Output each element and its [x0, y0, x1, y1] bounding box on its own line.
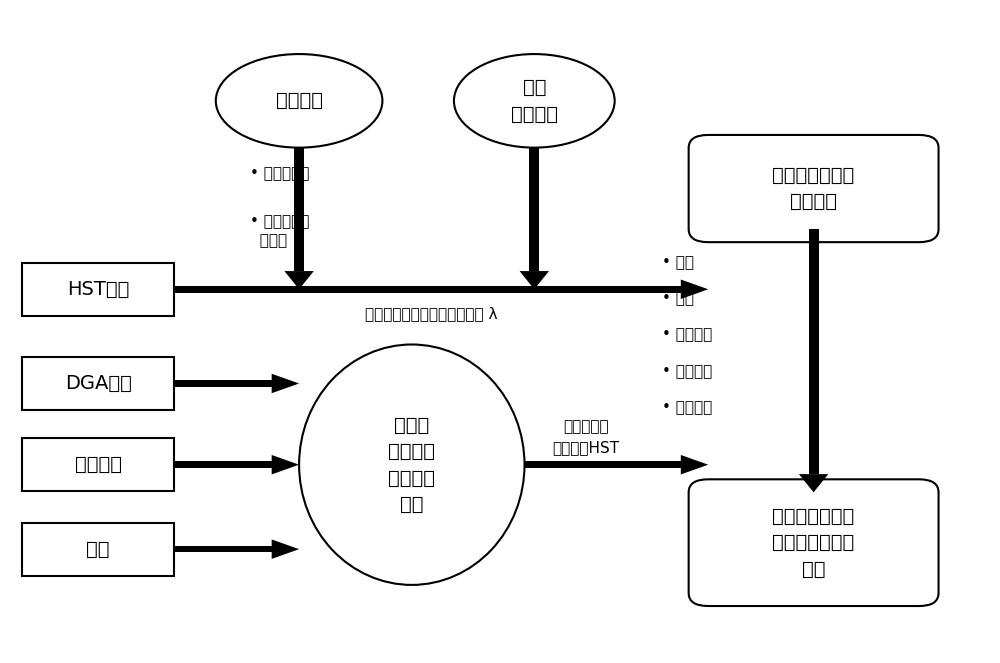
Text: • 阿列纽斯反
  应定理: • 阿列纽斯反 应定理 [250, 215, 309, 248]
Text: 最终经动态修正
后的可靠性评估
模型: 最终经动态修正 后的可靠性评估 模型 [772, 507, 855, 579]
Text: 数学工具: 数学工具 [276, 91, 323, 110]
Polygon shape [272, 455, 299, 475]
Polygon shape [174, 381, 272, 387]
Text: DGA数据: DGA数据 [65, 374, 132, 393]
Polygon shape [809, 229, 818, 474]
Bar [22, 357, 174, 410]
Text: • 健康: • 健康 [662, 255, 694, 270]
Text: • 严重故障: • 严重故障 [662, 400, 712, 416]
Text: • 中度故障: • 中度故障 [662, 364, 712, 379]
Bar [22, 522, 174, 575]
Polygon shape [174, 461, 272, 468]
Polygon shape [520, 271, 549, 289]
Polygon shape [284, 271, 314, 289]
Text: 家族故障: 家族故障 [75, 455, 122, 474]
Text: 检修: 检修 [86, 540, 110, 559]
Polygon shape [529, 148, 539, 271]
Text: • 威布尔分布: • 威布尔分布 [250, 166, 309, 181]
Text: 第二过程：
动态修正HST: 第二过程： 动态修正HST [553, 419, 620, 455]
Text: 原始基础可靠性
评估模型: 原始基础可靠性 评估模型 [772, 166, 855, 211]
Text: 第一过程：确定变压器故障率 λ: 第一过程：确定变压器故障率 λ [365, 306, 498, 322]
Polygon shape [294, 148, 304, 271]
Text: • 轻度故障: • 轻度故障 [662, 328, 712, 343]
Bar [22, 438, 174, 491]
Polygon shape [174, 286, 681, 292]
Text: 灰色理
论：加权
灰靶理论
原理: 灰色理 论：加权 灰靶理论 原理 [388, 416, 435, 514]
Text: HST温度: HST温度 [67, 280, 129, 299]
Polygon shape [524, 461, 681, 468]
Polygon shape [799, 474, 828, 493]
Polygon shape [174, 546, 272, 552]
Polygon shape [681, 455, 708, 475]
Bar [22, 263, 174, 316]
Text: • 正常: • 正常 [662, 291, 694, 306]
Polygon shape [272, 374, 299, 393]
Polygon shape [272, 540, 299, 559]
Text: 老化
反应理论: 老化 反应理论 [511, 78, 558, 123]
Polygon shape [681, 280, 708, 299]
